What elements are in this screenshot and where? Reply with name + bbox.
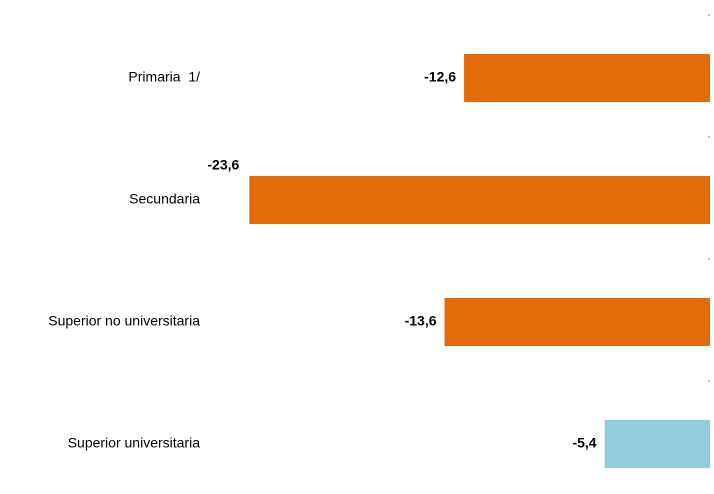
value-label: -12,6 bbox=[424, 69, 456, 85]
bar bbox=[249, 176, 710, 224]
value-label: -23,6 bbox=[207, 157, 239, 173]
category-label: Superior no universitaria bbox=[48, 313, 200, 329]
value-label: -13,6 bbox=[405, 313, 437, 329]
category-label: Primaria 1/ bbox=[128, 69, 200, 85]
category-label: Secundaria bbox=[129, 191, 200, 207]
value-label: -5,4 bbox=[572, 435, 596, 451]
category-label: Superior universitaria bbox=[68, 435, 200, 451]
bar bbox=[604, 420, 710, 468]
bar bbox=[464, 54, 710, 102]
bar bbox=[444, 298, 710, 346]
